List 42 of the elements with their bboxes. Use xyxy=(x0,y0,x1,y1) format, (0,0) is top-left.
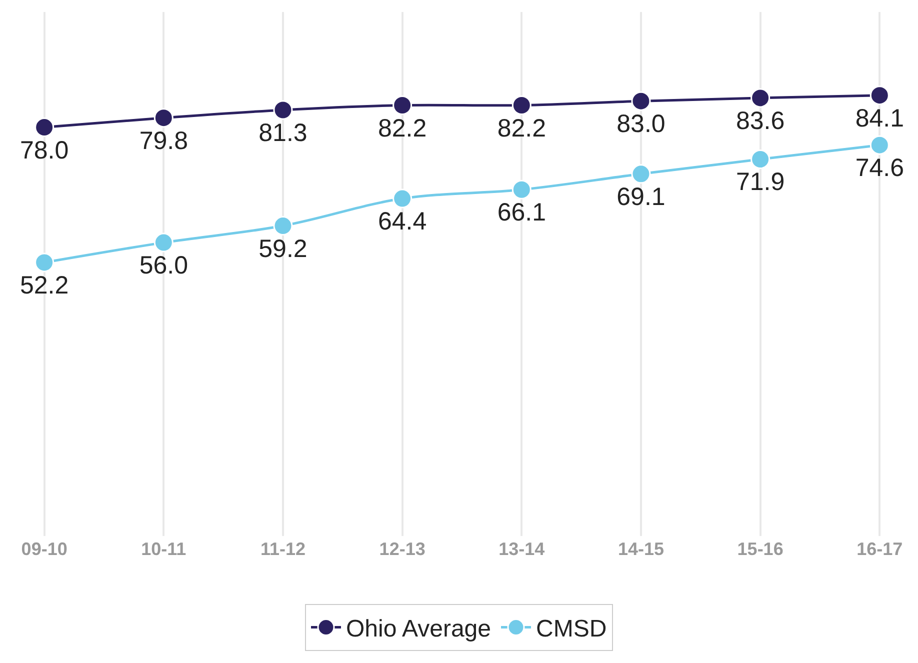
point xyxy=(273,100,293,120)
x-tick-label: 12-13 xyxy=(379,539,426,559)
point xyxy=(154,232,174,252)
legend-label: Ohio Average xyxy=(346,616,491,643)
data-label: 78.0 xyxy=(20,136,69,164)
data-label: 82.2 xyxy=(497,114,546,142)
point xyxy=(512,96,532,116)
point xyxy=(870,135,890,155)
point xyxy=(631,91,651,111)
data-label: 71.9 xyxy=(736,168,785,196)
point xyxy=(870,86,890,106)
x-tick-label: 14-15 xyxy=(618,539,664,559)
data-label: 83.6 xyxy=(736,106,785,135)
point xyxy=(750,88,770,108)
point xyxy=(512,180,532,200)
data-label: 82.2 xyxy=(378,114,427,142)
data-label: 56.0 xyxy=(139,252,188,280)
data-label: 69.1 xyxy=(616,182,666,211)
point xyxy=(273,216,293,236)
x-tick-label: 11-12 xyxy=(260,539,306,559)
data-label: 79.8 xyxy=(139,126,188,155)
point xyxy=(34,252,54,272)
x-tick-label: 15-16 xyxy=(737,539,784,559)
point xyxy=(750,149,770,169)
data-label: 64.4 xyxy=(378,208,427,236)
x-tick-label: 09-10 xyxy=(21,539,68,559)
data-label: 59.2 xyxy=(258,234,308,263)
data-label: 74.6 xyxy=(855,154,904,182)
data-label: 81.3 xyxy=(258,118,308,147)
point xyxy=(154,108,174,128)
point xyxy=(392,96,412,116)
point xyxy=(392,188,412,208)
data-label: 66.1 xyxy=(497,198,546,227)
point xyxy=(34,118,54,138)
data-label: 83.0 xyxy=(616,110,666,138)
data-label: 84.1 xyxy=(855,104,904,132)
x-tick-label: 13-14 xyxy=(498,539,545,559)
x-tick-label: 16-17 xyxy=(856,539,903,559)
legend-label: CMSD xyxy=(536,616,607,643)
x-tick-label: 10-11 xyxy=(141,539,186,559)
data-label: 52.2 xyxy=(20,271,69,300)
point xyxy=(631,164,651,184)
